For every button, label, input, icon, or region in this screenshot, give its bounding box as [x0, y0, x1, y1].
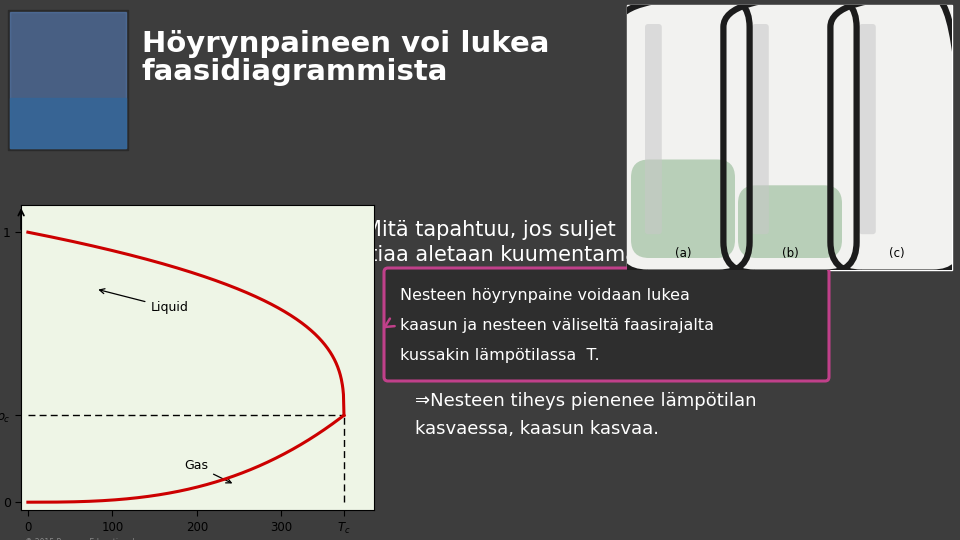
Text: ⇒Nesteen tiheys pienenee lämpötilan: ⇒Nesteen tiheys pienenee lämpötilan — [415, 392, 756, 410]
Text: © 2015 Pearson Education, Inc.: © 2015 Pearson Education, Inc. — [25, 538, 146, 540]
FancyBboxPatch shape — [830, 0, 960, 273]
FancyBboxPatch shape — [738, 185, 842, 258]
FancyBboxPatch shape — [645, 24, 661, 234]
Text: Liquid: Liquid — [100, 289, 188, 314]
Text: Höyrynpaineen voi lukea: Höyrynpaineen voi lukea — [142, 30, 549, 58]
Text: (b): (b) — [781, 247, 799, 260]
FancyBboxPatch shape — [631, 159, 735, 258]
Text: kasvaessa, kaasun kasvaa.: kasvaessa, kaasun kasvaa. — [415, 420, 659, 438]
Bar — [758, 203, 822, 211]
Bar — [651, 178, 715, 186]
FancyBboxPatch shape — [616, 0, 750, 273]
FancyBboxPatch shape — [859, 24, 876, 234]
Text: Gas: Gas — [184, 459, 231, 483]
Bar — [8, 10, 128, 150]
FancyBboxPatch shape — [724, 0, 856, 273]
X-axis label: T/°C: T/°C — [183, 538, 212, 540]
FancyBboxPatch shape — [752, 24, 769, 234]
Bar — [10, 98, 126, 148]
Text: (a): (a) — [675, 247, 691, 260]
FancyBboxPatch shape — [384, 268, 829, 381]
Text: Nesteen höyrynpaine voidaan lukea: Nesteen höyrynpaine voidaan lukea — [400, 288, 690, 303]
Text: (c): (c) — [889, 247, 905, 260]
Bar — [10, 12, 126, 148]
Text: kussakin lämpötilassa  T.: kussakin lämpötilassa T. — [400, 348, 600, 363]
Text: faasidiagrammista: faasidiagrammista — [142, 58, 448, 86]
Bar — [627, 5, 952, 270]
Text: kaasun ja nesteen väliseltä faasirajalta: kaasun ja nesteen väliseltä faasirajalta — [400, 318, 714, 333]
Text: Mitä tapahtuu, jos suljet: Mitä tapahtuu, jos suljet — [364, 220, 616, 240]
Text: tua astiaa aletaan kuumentamaan?: tua astiaa aletaan kuumentamaan? — [305, 245, 675, 265]
